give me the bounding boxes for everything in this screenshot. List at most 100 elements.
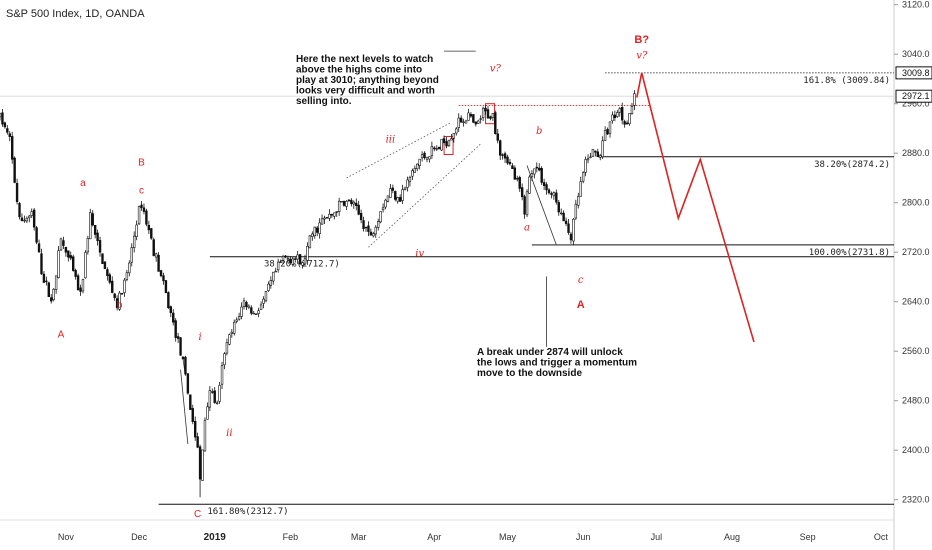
- candle-body: [76, 275, 80, 291]
- wave-label: c: [578, 275, 584, 286]
- price-tag-box: [895, 66, 932, 80]
- candle-body: [191, 408, 194, 422]
- candle-body: [411, 170, 414, 177]
- candle-body: [294, 258, 297, 260]
- candle-body: [215, 402, 219, 404]
- wave-label: v?: [636, 51, 648, 62]
- fib-levels-layer: 161.8% (3009.84) 38.20%(2874.2) 100.00%(27…: [0, 72, 894, 517]
- candle-body: [284, 255, 287, 258]
- candle-body: [594, 150, 597, 153]
- candle-body: [81, 279, 85, 292]
- candle-body: [625, 122, 629, 125]
- candle-body: [6, 128, 9, 133]
- candle-body: [611, 114, 614, 122]
- candle-body: [489, 116, 492, 119]
- candle-body: [176, 336, 180, 339]
- price-tag-box: [895, 89, 932, 103]
- candle-body: [416, 163, 419, 170]
- candle-body: [362, 220, 365, 229]
- candle-body: [406, 179, 409, 188]
- candle-body: [255, 313, 258, 315]
- price-axis[interactable]: 3120.0 3040.0 2960.0 2880.0 2800.0 2720.0 2640…: [894, 0, 932, 505]
- wave-ii-connector: [180, 369, 189, 445]
- candle-body: [262, 298, 265, 304]
- candle-body: [154, 253, 158, 258]
- candle-body: [72, 256, 75, 271]
- candle-body: [584, 159, 587, 173]
- wave-label: a: [524, 223, 530, 234]
- forecast-path: [636, 72, 755, 343]
- candle-body: [430, 145, 434, 156]
- candle-body: [538, 167, 541, 171]
- candle-body: [569, 233, 573, 241]
- candle-body: [567, 223, 570, 233]
- time-tick-label: 2019: [204, 532, 227, 543]
- candle-body: [318, 222, 321, 234]
- candle-body: [84, 252, 87, 279]
- candle-body: [240, 306, 243, 317]
- candle-body: [425, 156, 429, 160]
- candle-body: [196, 436, 199, 448]
- candle-body: [291, 258, 294, 265]
- candle-body: [325, 217, 329, 219]
- candle-body: [467, 112, 470, 121]
- candle-body: [276, 261, 280, 271]
- candle-body: [74, 270, 77, 277]
- candle-body: [457, 117, 460, 128]
- candle-body: [469, 114, 473, 117]
- candle-body: [503, 153, 507, 159]
- candle-body: [357, 204, 360, 215]
- candle-body: [355, 202, 358, 207]
- candle-body: [194, 420, 197, 438]
- candle-body: [491, 113, 495, 118]
- candle-body: [374, 226, 377, 235]
- candle-body: [452, 133, 456, 139]
- candle-body: [123, 279, 126, 293]
- candle-body: [184, 356, 187, 375]
- candle-body: [267, 283, 270, 291]
- note-line: selling into.: [296, 96, 352, 107]
- candle-body: [250, 307, 253, 314]
- candle-body: [352, 201, 355, 205]
- candle-body: [301, 262, 304, 266]
- candle-body: [547, 189, 551, 194]
- candle-body: [91, 213, 94, 226]
- candle-body: [459, 117, 463, 123]
- wave-label: iii: [386, 135, 396, 146]
- candle-body: [269, 280, 273, 286]
- candle-body: [181, 356, 185, 360]
- candle-body: [606, 129, 609, 135]
- time-axis[interactable]: Nov Dec 2019 Feb Mar Apr May Jun Jul Aug Sep Oct: [58, 532, 888, 543]
- candle-body: [347, 199, 351, 202]
- candle-body: [498, 140, 502, 156]
- candle-body: [201, 449, 204, 481]
- candle-body: [62, 240, 65, 246]
- wave-label: A: [577, 299, 585, 311]
- candle-body: [367, 225, 370, 232]
- price-tick-label: 2960.0: [902, 99, 930, 109]
- candle-body: [320, 218, 324, 225]
- fib-level-label: 161.80%(2312.7): [207, 507, 288, 517]
- candle-body: [381, 207, 385, 211]
- wave-label: i: [198, 332, 201, 343]
- candle-body: [481, 107, 485, 119]
- candle-body: [552, 192, 556, 197]
- candle-body: [313, 226, 316, 237]
- candle-body: [523, 196, 526, 215]
- candle-body: [496, 133, 499, 141]
- candle-body: [630, 106, 634, 114]
- candle-body: [257, 310, 260, 314]
- candle-body: [447, 139, 451, 146]
- candle-body: [281, 256, 285, 261]
- candle-body: [3, 122, 7, 128]
- candle-body: [20, 217, 24, 222]
- candle-body: [32, 209, 36, 228]
- candle-body: [35, 227, 38, 243]
- candle-body: [437, 146, 441, 150]
- note-line: Here the next levels to watch: [296, 54, 433, 65]
- time-tick-label: Feb: [283, 532, 299, 542]
- candle-body: [420, 154, 424, 159]
- candle-body: [564, 220, 568, 224]
- candle-body: [403, 187, 407, 191]
